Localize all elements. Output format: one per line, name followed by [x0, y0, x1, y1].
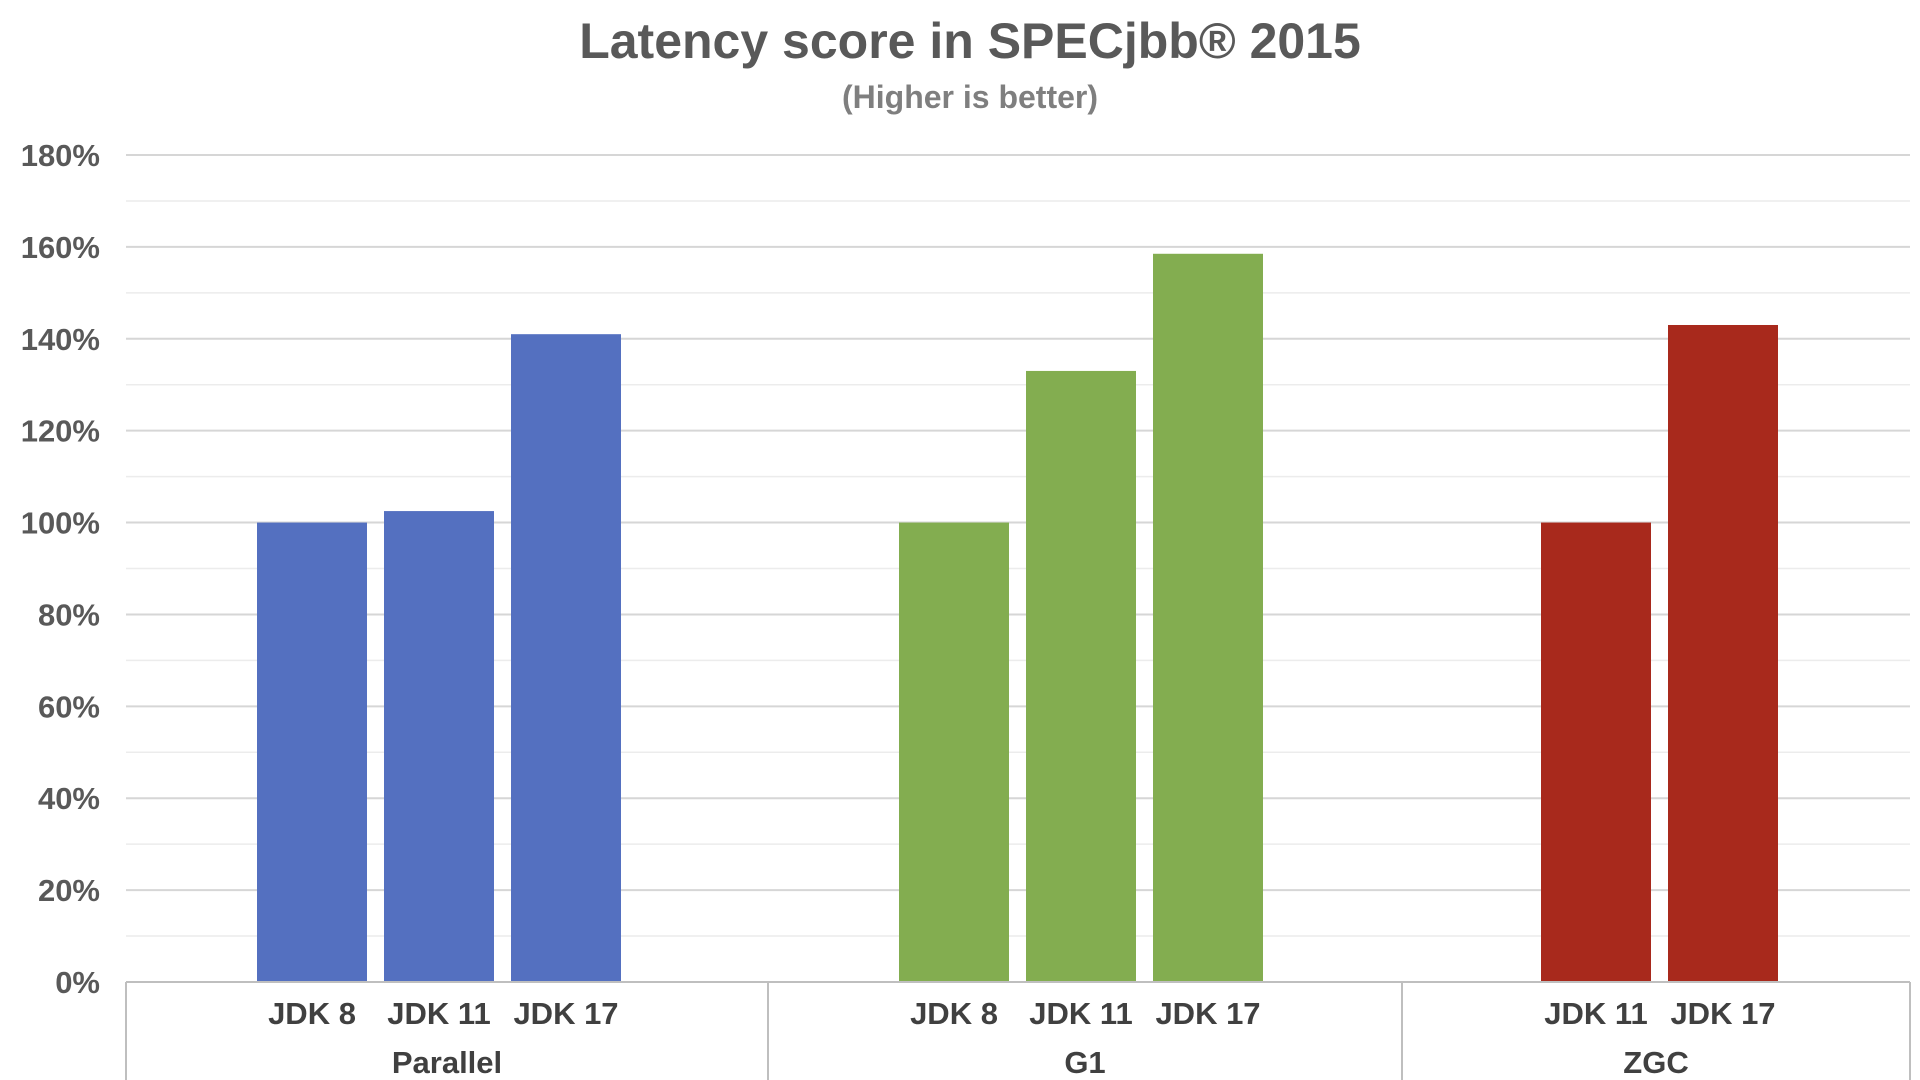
x-group-label: Parallel [392, 1045, 502, 1080]
x-axis: JDK 8 JDK 11 JDK 17 Parallel JDK 8 JDK 11 JDK … [125, 981, 1911, 1080]
y-tick-label: 0% [55, 965, 100, 1000]
bar-parallel-jdk-8 [257, 522, 367, 982]
bar-g1-jdk-11 [1026, 370, 1136, 982]
y-tick-label: 120% [21, 414, 100, 449]
x-category-label: JDK 17 [1670, 996, 1775, 1031]
bar-zgc-jdk-11 [1541, 522, 1651, 982]
x-category-label: JDK 17 [513, 996, 618, 1031]
x-group-label: ZGC [1623, 1045, 1688, 1080]
bar-parallel-jdk-17 [511, 334, 621, 982]
bar-zgc-jdk-17 [1668, 324, 1778, 982]
x-category-label: JDK 11 [387, 996, 490, 1031]
x-category-label: JDK 11 [1029, 996, 1132, 1031]
y-tick-label: 20% [38, 873, 100, 908]
y-tick-label: 180% [21, 138, 100, 173]
y-tick-label: 40% [38, 781, 100, 816]
x-category-label: JDK 11 [1544, 996, 1647, 1031]
y-tick-label: 160% [21, 230, 100, 265]
y-tick-label: 100% [21, 506, 100, 541]
chart-title: Latency score in SPECjbb® 2015 [579, 13, 1361, 69]
x-category-label: JDK 8 [910, 996, 998, 1031]
x-category-label: JDK 17 [1155, 996, 1260, 1031]
bar-g1-jdk-17 [1153, 253, 1263, 983]
bar-parallel-jdk-11 [384, 511, 494, 982]
y-tick-label: 80% [38, 597, 100, 632]
y-axis: 0% 20% 40% 60% 80% 100% 120% 140% 160% 180% [21, 138, 100, 1000]
y-tick-label: 140% [21, 322, 100, 357]
x-group-label: G1 [1064, 1045, 1105, 1080]
chart-subtitle: (Higher is better) [842, 79, 1098, 115]
x-category-label: JDK 8 [268, 996, 356, 1031]
y-tick-label: 60% [38, 689, 100, 724]
bars [257, 253, 1778, 983]
bar-g1-jdk-8 [899, 522, 1009, 982]
